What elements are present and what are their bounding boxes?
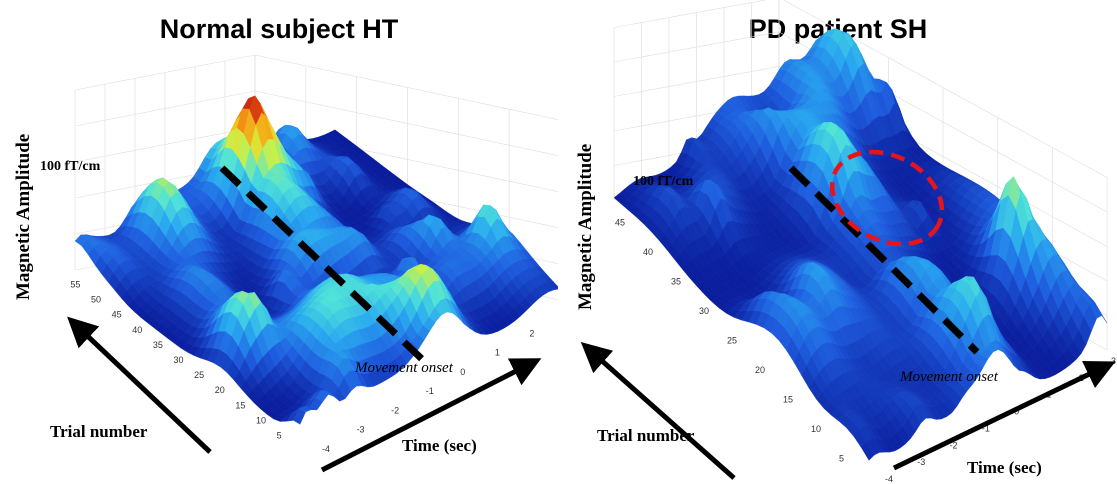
- y-tick-label: 5: [839, 453, 844, 463]
- y-tick-label: 35: [671, 277, 681, 287]
- surface-plot: -4-3-2-10123510152025303540455055: [67, 54, 558, 473]
- time-axis-arrow: [320, 358, 542, 473]
- y-tick-label: 40: [643, 247, 653, 257]
- y-tick-label: 20: [755, 365, 765, 375]
- x-tick-label: 1: [495, 348, 500, 358]
- y-tick-label: 30: [174, 355, 184, 365]
- x-tick-label: -2: [391, 405, 399, 415]
- y-tick-label: 45: [112, 310, 122, 320]
- y-tick-label: 5: [277, 430, 282, 440]
- x-tick-label: -2: [950, 440, 958, 450]
- x-tick-label: -3: [917, 457, 925, 467]
- y-tick-label: 45: [615, 218, 625, 228]
- x-tick-label: -4: [885, 474, 893, 484]
- z-axis-label: Magnetic Amplitude: [13, 133, 34, 300]
- scale-bar-label: 100 fT/cm: [40, 159, 101, 174]
- panel-normal-subject: Normal subject HT -4 -3 -2 -1 0 1 2 35 10 15 20 25 3…: [0, 0, 558, 484]
- x-tick-label: -1: [426, 386, 434, 396]
- y-tick-label: 30: [699, 306, 709, 316]
- surface-plot: -4-3-2-1012351015202530354045: [580, 0, 1116, 484]
- grid-line: [254, 54, 558, 120]
- movement-onset-line: [219, 165, 428, 365]
- x-tick-label: 2: [529, 328, 534, 338]
- y-tick-label: 55: [70, 280, 80, 290]
- grid-line: [74, 126, 256, 163]
- surface-patch: [547, 281, 558, 290]
- chart-title: Normal subject HT: [159, 14, 399, 44]
- y-tick-label: 25: [194, 370, 204, 380]
- trial-axis-arrow: [580, 342, 736, 480]
- x-tick-label: 0: [460, 367, 465, 377]
- y-tick-label: 15: [235, 400, 245, 410]
- x-tick-label: 3: [1111, 356, 1116, 366]
- y-tick-label: 15: [783, 394, 793, 404]
- movement-onset-label: Movement onset: [355, 360, 453, 376]
- grid-line: [782, 0, 1108, 178]
- grid-line: [74, 54, 256, 91]
- surface-mesh: [613, 28, 1108, 461]
- x-axis-label: Time (sec): [967, 458, 1042, 477]
- y-tick-label: 50: [91, 295, 101, 305]
- y-axis-label: Trial number: [50, 422, 148, 441]
- y-tick-label: 40: [132, 325, 142, 335]
- x-tick-label: -3: [357, 425, 365, 435]
- surface-patch: [1094, 301, 1108, 324]
- x-axis-label: Time (sec): [402, 436, 477, 455]
- y-tick-label: 10: [256, 415, 266, 425]
- movement-onset-label: Movement onset: [900, 369, 998, 385]
- grid-line: [613, 0, 767, 28]
- y-tick-label: 20: [215, 385, 225, 395]
- x-tick-label: -4: [322, 444, 330, 454]
- x-tick-label: -1: [982, 423, 990, 433]
- y-axis-label: Trial number: [597, 426, 695, 445]
- movement-onset-line: [788, 165, 980, 355]
- grid-line: [254, 90, 558, 156]
- panel-pd-patient: PD patient SH -4-3-2-1012351015202530354…: [559, 0, 1117, 484]
- grid-line: [613, 31, 780, 63]
- trial-axis-arrow: [67, 316, 212, 454]
- grid-line: [613, 66, 780, 97]
- z-axis-label: Magnetic Amplitude: [575, 143, 596, 310]
- y-tick-label: 35: [153, 340, 163, 350]
- scale-bar-label: 100 fT/cm: [633, 174, 694, 189]
- grid-line: [74, 90, 256, 127]
- surface-mesh: [74, 95, 558, 425]
- highlight-ellipse: [829, 149, 945, 247]
- y-tick-label: 10: [811, 424, 821, 434]
- y-tick-label: 25: [727, 336, 737, 346]
- time-axis-arrow: [892, 360, 1116, 471]
- axis-ticks: -4-3-2-10123510152025303540455055: [70, 280, 534, 454]
